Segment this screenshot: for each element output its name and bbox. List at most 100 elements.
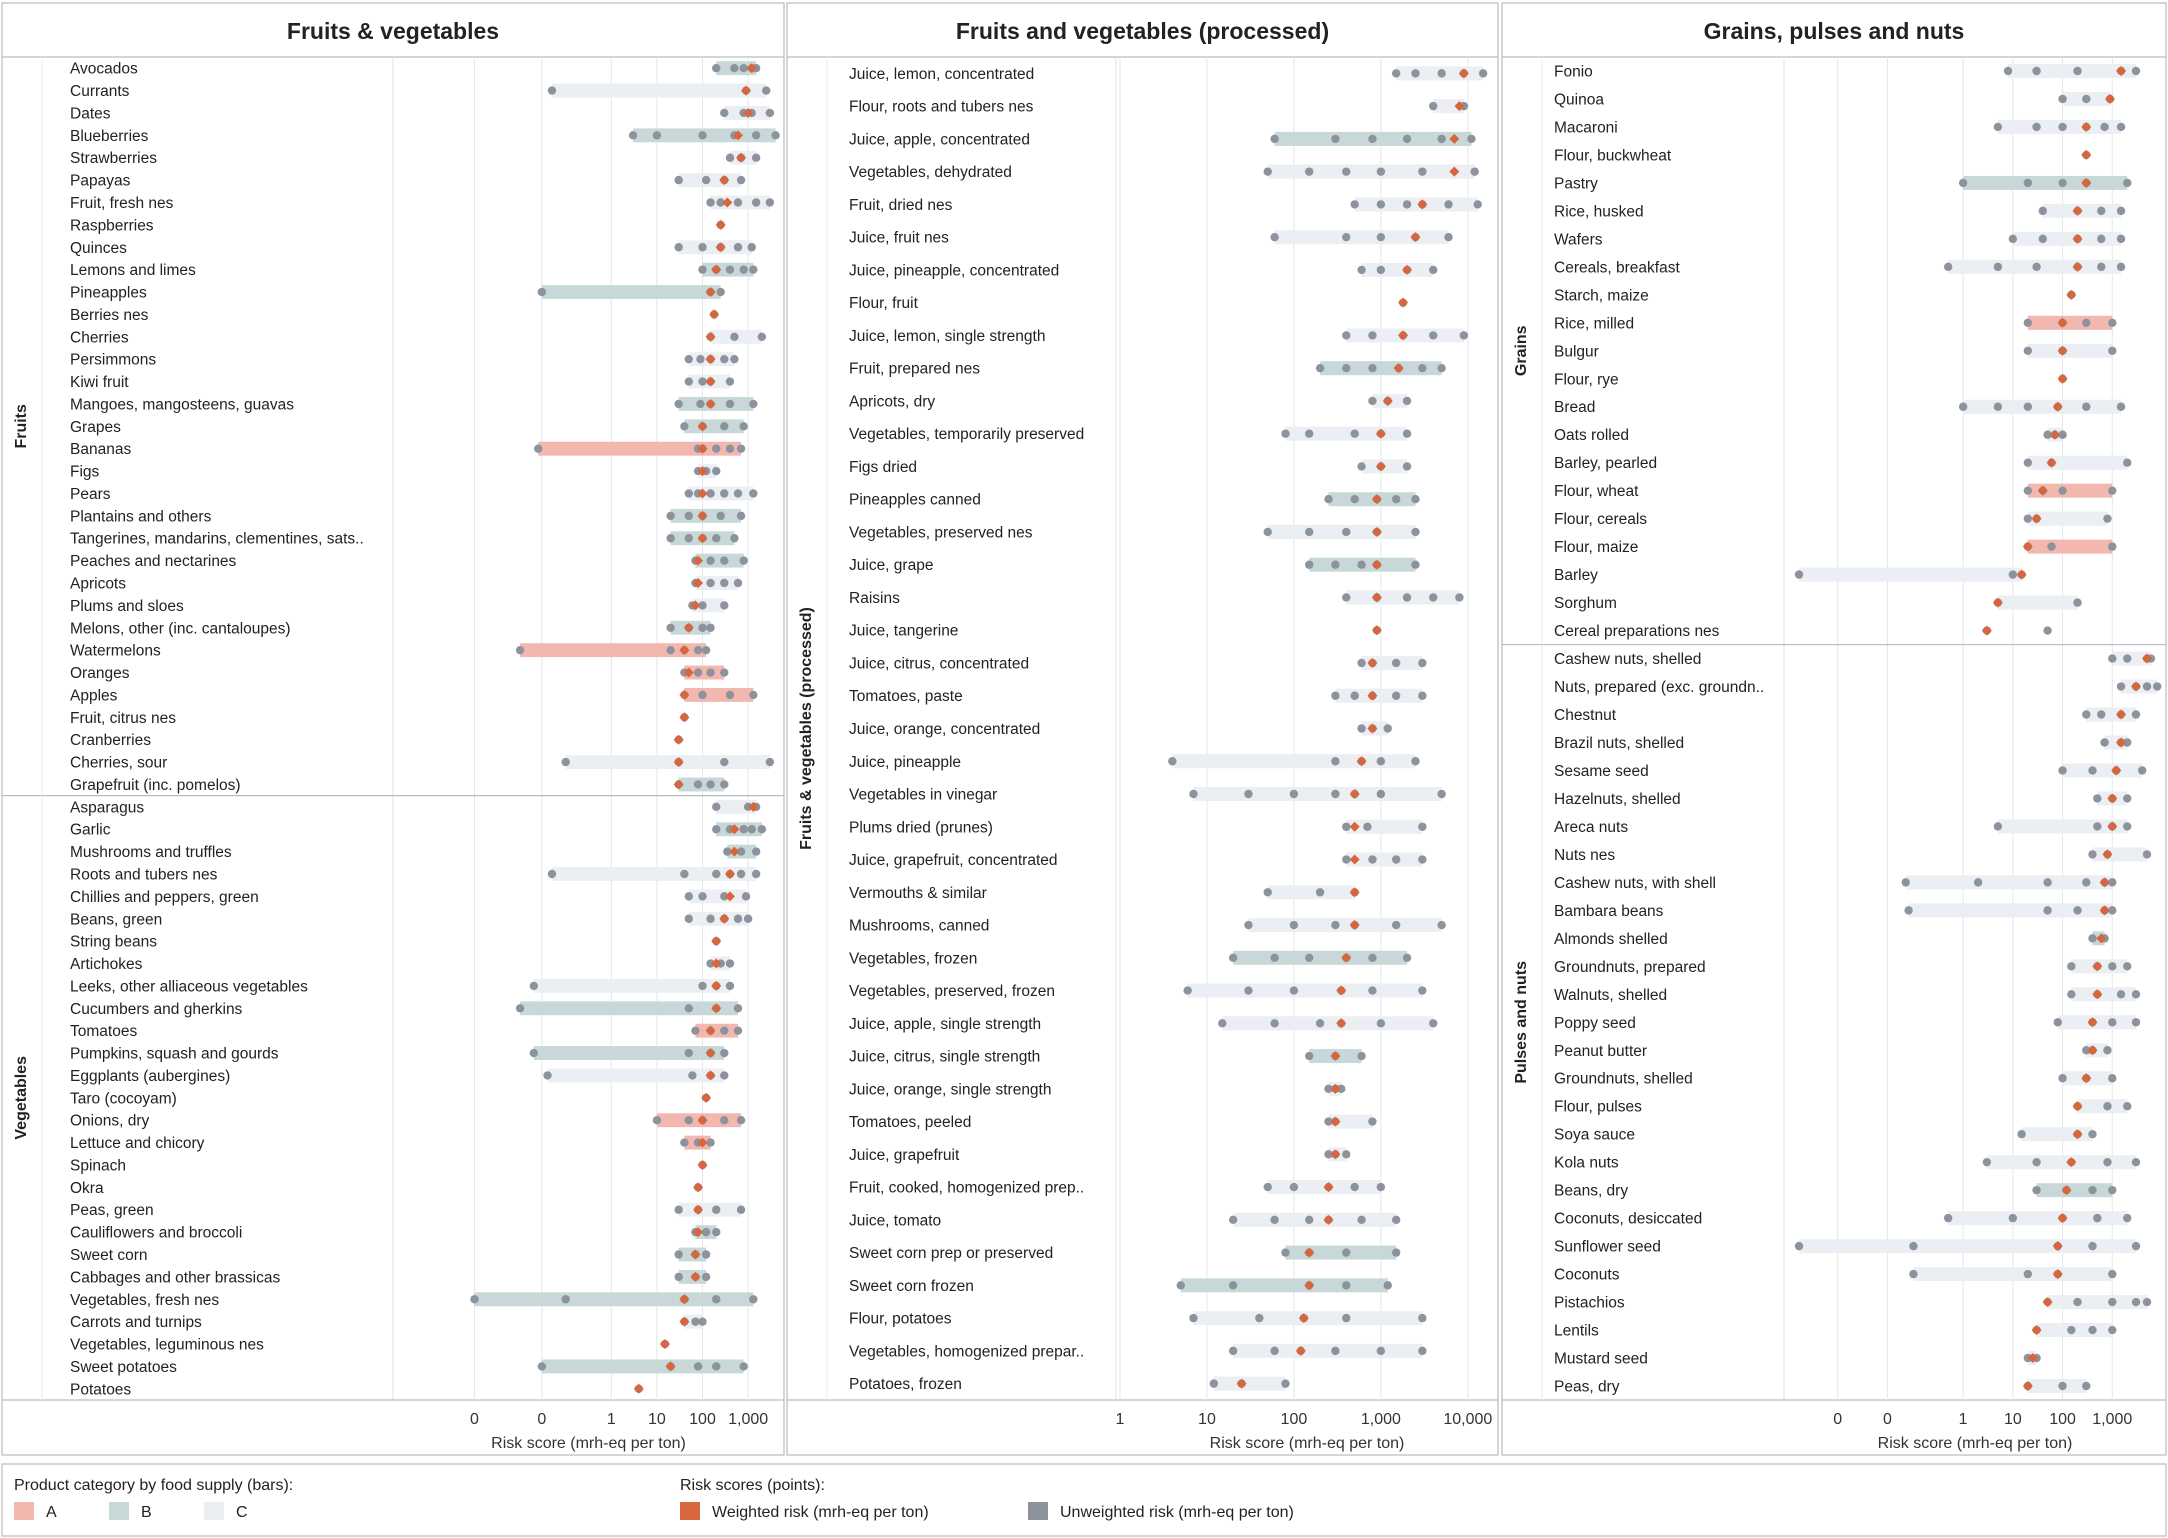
unweighted-point xyxy=(733,243,743,252)
unweighted-point xyxy=(712,869,721,879)
legend-swatch-A xyxy=(14,1502,34,1520)
row-label: Quinoa xyxy=(1554,91,1604,108)
category-bar xyxy=(2027,455,2128,470)
unweighted-point xyxy=(749,690,758,700)
row-label: Papayas xyxy=(70,173,131,190)
weighted-point xyxy=(2061,1185,2072,1196)
unweighted-point xyxy=(2088,1241,2097,1251)
row-label: Raisins xyxy=(849,590,900,607)
unweighted-point xyxy=(1270,1215,1279,1225)
unweighted-point xyxy=(725,153,735,162)
unweighted-point xyxy=(684,354,693,364)
unweighted-point xyxy=(2073,66,2082,76)
unweighted-point xyxy=(1289,920,1299,930)
unweighted-point xyxy=(736,175,746,185)
weighted-point xyxy=(679,689,690,700)
row-label: Sweet corn xyxy=(70,1247,148,1264)
unweighted-point xyxy=(2043,430,2052,439)
unweighted-point xyxy=(1357,560,1366,569)
unweighted-point xyxy=(1209,1379,1219,1388)
row-label: Currants xyxy=(70,83,130,100)
weighted-point xyxy=(2022,1381,2033,1392)
x-axis-label: Risk score (mrh-eq per ton) xyxy=(1878,1435,2073,1452)
row-label: Strawberries xyxy=(70,150,157,167)
row-item: Potatoes, frozen xyxy=(849,1376,1290,1393)
unweighted-point xyxy=(1305,1215,1314,1225)
unweighted-point xyxy=(1794,570,1804,579)
unweighted-point xyxy=(698,892,707,901)
category-bar xyxy=(541,1359,744,1374)
unweighted-point xyxy=(2108,962,2117,971)
category-bar xyxy=(2036,1183,2113,1198)
unweighted-point xyxy=(1281,1379,1290,1388)
category-bar xyxy=(1346,590,1460,605)
weighted-point xyxy=(705,376,716,387)
unweighted-point xyxy=(1244,920,1253,930)
unweighted-point xyxy=(1418,986,1427,995)
category-bar xyxy=(1172,754,1416,769)
unweighted-point xyxy=(1270,1019,1279,1028)
category-bar xyxy=(684,687,754,702)
unweighted-point xyxy=(2082,1381,2091,1391)
row-item: Juice, citrus, concentrated xyxy=(849,655,1427,672)
row-item: Juice, orange, single strength xyxy=(849,1081,1346,1098)
x-tick-label: 0 xyxy=(537,1411,546,1428)
category-bar xyxy=(684,419,744,434)
category-bar xyxy=(1233,1343,1423,1358)
unweighted-point xyxy=(2047,542,2056,551)
unweighted-point xyxy=(1901,878,1910,887)
unweighted-point xyxy=(1350,200,1359,209)
weighted-point xyxy=(2052,1269,2063,1280)
category-bar xyxy=(1354,197,1478,212)
row-label: Fruit, citrus nes xyxy=(70,710,176,727)
unweighted-point xyxy=(701,1227,711,1237)
row-label: Nuts, prepared (exc. groundn.. xyxy=(1554,679,1764,696)
weighted-point xyxy=(1367,723,1378,734)
row-item: Flour, rye xyxy=(1554,371,2068,388)
row-label: Berries nes xyxy=(70,307,149,324)
row-item: Groundnuts, shelled xyxy=(1554,1071,2117,1088)
x-axis-label: Risk score (mrh-eq per ton) xyxy=(1210,1435,1405,1452)
unweighted-point xyxy=(2116,206,2126,216)
category-bar xyxy=(1193,787,1442,802)
legend-border xyxy=(1,1463,2167,1537)
weighted-point xyxy=(705,1070,716,1081)
x-tick-label: 10 xyxy=(648,1411,666,1428)
unweighted-point xyxy=(739,422,748,431)
unweighted-point xyxy=(716,198,725,207)
unweighted-point xyxy=(1357,658,1366,668)
row-label: Flour, pulses xyxy=(1554,1099,1642,1116)
unweighted-point xyxy=(1368,953,1377,962)
category-bar xyxy=(2071,987,2137,1002)
row-item: Rice, milled xyxy=(1554,315,2117,332)
row-item: Strawberries xyxy=(70,150,761,167)
weighted-point xyxy=(679,1316,690,1327)
unweighted-point xyxy=(733,1004,743,1013)
row-item: Taro (cocoyam) xyxy=(70,1090,712,1107)
weighted-point xyxy=(679,712,690,723)
unweighted-point xyxy=(1402,953,1412,962)
unweighted-point xyxy=(1176,1281,1185,1290)
unweighted-point xyxy=(730,534,739,543)
weighted-point xyxy=(673,779,684,790)
unweighted-point xyxy=(1993,402,2003,411)
unweighted-point xyxy=(1411,757,1420,766)
row-label: Sweet corn prep or preserved xyxy=(849,1245,1053,1262)
category-bar xyxy=(2027,483,2113,498)
unweighted-point xyxy=(698,981,707,991)
row-label: Plums dried (prunes) xyxy=(849,819,993,836)
x-tick-label: 1,000 xyxy=(1361,1411,1401,1428)
legend-bar-label: B xyxy=(141,1504,152,1521)
weighted-point xyxy=(1458,68,1469,79)
unweighted-point xyxy=(1402,593,1412,602)
unweighted-point xyxy=(725,690,735,700)
row-label: Chestnut xyxy=(1554,707,1617,724)
unweighted-point xyxy=(684,511,693,521)
unweighted-point xyxy=(2067,1325,2076,1335)
row-item: Onions, dry xyxy=(70,1113,746,1130)
category-bar xyxy=(1320,361,1442,376)
weighted-point xyxy=(2022,541,2033,552)
unweighted-point xyxy=(1376,1182,1386,1192)
row-label: Cauliflowers and broccoli xyxy=(70,1225,242,1242)
